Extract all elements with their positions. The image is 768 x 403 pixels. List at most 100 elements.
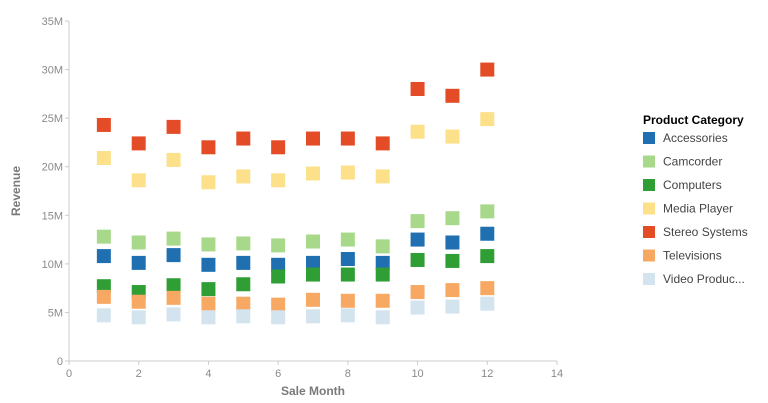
- legend-label-computers: Computers: [663, 178, 722, 192]
- x-tick-label: 6: [275, 368, 281, 380]
- point-televisions-month-7: [306, 292, 320, 307]
- legend-swatch-stereo-systems: [643, 226, 655, 238]
- legend-swatch-video-produc: [643, 273, 655, 285]
- point-media-player-month-12: [480, 112, 495, 127]
- x-axis-ticks: 0 2 4 6 8 10 12 14: [66, 361, 563, 380]
- point-media-player-month-11: [445, 129, 460, 144]
- point-media-player-month-3: [166, 152, 181, 167]
- point-accessories-month-4: [201, 257, 216, 272]
- point-accessories-month-9: [375, 255, 390, 270]
- point-televisions-month-4: [201, 296, 216, 311]
- point-media-player-month-8: [340, 165, 355, 180]
- point-stereo-systems-month-5: [236, 131, 251, 146]
- x-tick-label: 12: [481, 368, 493, 380]
- point-stereo-systems-month-11: [445, 88, 460, 103]
- point-camcorder-month-1: [96, 229, 111, 244]
- legend-swatch-accessories: [643, 132, 655, 144]
- point-camcorder-month-6: [271, 238, 286, 253]
- point-stereo-systems-month-10: [410, 82, 425, 96]
- legend-label-stereo-systems: Stereo Systems: [663, 225, 748, 239]
- point-computers-month-12: [480, 249, 495, 264]
- point-computers-month-11: [445, 253, 460, 268]
- point-camcorder-month-4: [201, 237, 216, 252]
- point-televisions-month-1: [96, 289, 111, 304]
- point-televisions-month-8: [340, 293, 355, 308]
- y-tick-label: 25M: [42, 113, 63, 125]
- point-camcorder-month-10: [410, 214, 425, 229]
- data-points: [96, 62, 495, 325]
- point-camcorder-month-9: [375, 239, 390, 254]
- point-accessories-month-5: [236, 255, 251, 270]
- point-video-produc-month-4: [201, 310, 216, 325]
- point-stereo-systems-month-9: [375, 136, 390, 151]
- point-computers-month-3: [166, 278, 181, 293]
- point-video-produc-month-7: [306, 309, 320, 324]
- point-computers-month-4: [201, 282, 216, 297]
- point-media-player-month-9: [375, 169, 390, 184]
- legend-label-camcorder: Camcorder: [663, 155, 722, 169]
- point-televisions-month-11: [445, 283, 460, 298]
- point-stereo-systems-month-3: [166, 119, 181, 134]
- point-camcorder-month-5: [236, 236, 251, 251]
- point-stereo-systems-month-12: [480, 62, 495, 77]
- point-video-produc-month-5: [236, 309, 251, 324]
- point-accessories-month-3: [166, 248, 181, 263]
- point-video-produc-month-2: [131, 310, 146, 325]
- point-televisions-month-10: [410, 285, 425, 300]
- y-tick-label: 0: [57, 356, 63, 368]
- point-video-produc-month-1: [96, 308, 111, 323]
- point-media-player-month-10: [410, 124, 425, 139]
- point-computers-month-9: [375, 267, 390, 282]
- legend-swatch-camcorder: [643, 155, 655, 168]
- x-axis-title: Sale Month: [281, 384, 345, 398]
- point-media-player-month-5: [236, 169, 251, 184]
- point-accessories-month-12: [480, 226, 495, 241]
- legend-label-televisions: Televisions: [663, 249, 722, 263]
- legend-swatch-media-player: [643, 202, 655, 215]
- axes: [68, 21, 557, 362]
- point-accessories-month-11: [445, 235, 460, 250]
- x-tick-label: 8: [345, 368, 351, 380]
- x-tick-label: 10: [411, 368, 423, 380]
- point-camcorder-month-7: [306, 234, 320, 249]
- legend-label-media-player: Media Player: [663, 202, 733, 216]
- point-video-produc-month-8: [340, 308, 355, 323]
- legend: Product Category Accessories Camcorder Com…: [643, 113, 748, 286]
- point-televisions-month-3: [166, 290, 181, 305]
- point-stereo-systems-month-8: [340, 131, 355, 146]
- legend-swatch-computers: [643, 179, 655, 191]
- point-computers-month-5: [236, 277, 251, 292]
- point-stereo-systems-month-1: [96, 117, 111, 132]
- point-computers-month-8: [340, 267, 355, 282]
- legend-items: Accessories Camcorder Computers Media Playe…: [643, 131, 748, 286]
- point-computers-month-6: [271, 269, 286, 284]
- point-media-player-month-4: [201, 175, 216, 190]
- point-stereo-systems-month-4: [201, 140, 216, 155]
- point-media-player-month-1: [96, 150, 111, 165]
- point-video-produc-month-12: [480, 296, 495, 311]
- point-computers-month-10: [410, 252, 425, 267]
- legend-label-accessories: Accessories: [663, 131, 728, 145]
- point-stereo-systems-month-6: [271, 140, 286, 155]
- point-computers-month-1: [96, 279, 111, 294]
- point-camcorder-month-11: [445, 211, 460, 226]
- point-media-player-month-6: [271, 173, 286, 188]
- point-accessories-month-8: [340, 252, 355, 266]
- point-computers-month-7: [306, 267, 320, 282]
- legend-label-video-produc: Video Produc...: [663, 272, 745, 286]
- point-video-produc-month-11: [445, 299, 460, 314]
- point-media-player-month-2: [131, 173, 146, 188]
- point-camcorder-month-2: [131, 235, 146, 250]
- point-stereo-systems-month-2: [131, 136, 146, 151]
- point-accessories-month-6: [271, 257, 286, 272]
- point-camcorder-month-12: [480, 204, 495, 219]
- y-tick-label: 5M: [48, 307, 63, 319]
- y-axis-title: Revenue: [9, 166, 23, 216]
- y-axis-ticks: 0 5M 10M 15M 20M 25M 30M 35M: [42, 16, 69, 368]
- point-camcorder-month-8: [340, 232, 355, 247]
- point-televisions-month-12: [480, 281, 495, 296]
- point-accessories-month-2: [131, 255, 146, 270]
- point-accessories-month-1: [96, 249, 111, 264]
- y-tick-label: 35M: [42, 16, 63, 28]
- legend-swatch-televisions: [643, 249, 655, 262]
